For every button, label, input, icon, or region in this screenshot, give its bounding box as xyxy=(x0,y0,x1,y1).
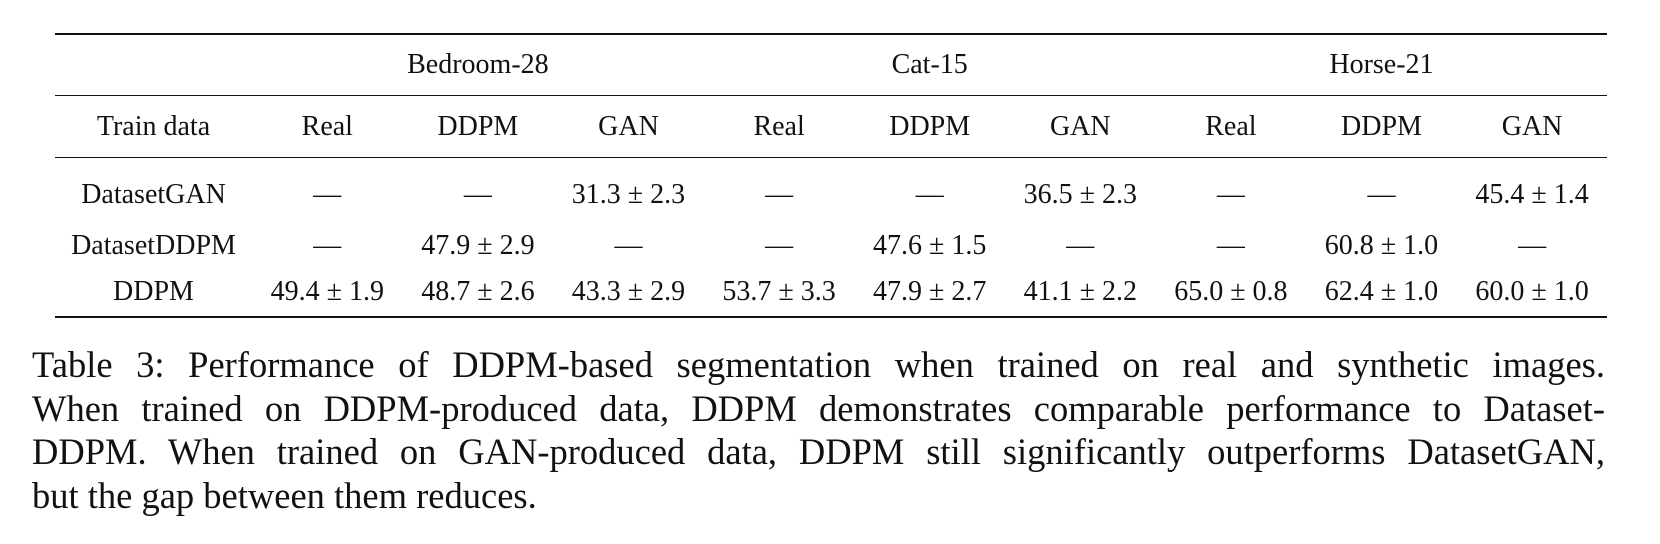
header-cell: Train data xyxy=(96,110,211,142)
header-cell: GAN xyxy=(598,110,659,142)
data-cell: 43.3 ± 2.9 xyxy=(571,275,686,307)
row-label: DatasetDDPM xyxy=(71,229,236,261)
data-cell: — xyxy=(614,229,643,261)
data-row: DatasetDDPM — 47.9 ± 2.9 — — 47.6 ± 1.5 — — 60.8… xyxy=(55,224,1607,267)
caption: Table 3: Performance of DDPM-based segme… xyxy=(32,343,1605,517)
header-row: Train data Real DDPM GAN Real DDPM GAN Real DDPM… xyxy=(55,95,1608,158)
row-label: DDPM xyxy=(113,275,194,307)
table-body: Bedroom-28 Cat-15 Horse-21 Train data Real DD… xyxy=(55,34,1608,317)
group-header-cell: Cat-15 xyxy=(891,49,968,80)
data-cell: — xyxy=(765,179,794,210)
caption-line: Table 3: Performance of DDPM-based segme… xyxy=(32,344,1605,385)
caption-line: but the gap between them reduces. xyxy=(32,474,537,516)
header-cell: DDPM xyxy=(437,110,519,142)
data-cell: 65.0 ± 0.8 xyxy=(1174,275,1288,307)
header-cell: Real xyxy=(1205,110,1257,142)
header-cell: GAN xyxy=(1049,110,1111,142)
data-row: DDPM 49.4 ± 1.9 48.7 ± 2.6 43.3 ± 2.9 53.7 ±… xyxy=(55,267,1608,317)
data-cell: 53.7 ± 3.3 xyxy=(722,275,836,307)
data-cell: 36.5 ± 2.3 xyxy=(1023,179,1137,210)
data-cell: 47.6 ± 1.5 xyxy=(873,229,987,261)
data-cell: — xyxy=(1066,229,1095,261)
data-cell: 48.7 ± 2.6 xyxy=(421,275,535,307)
data-cell: 47.9 ± 2.9 xyxy=(421,229,535,261)
data-cell: — xyxy=(1518,229,1547,261)
caption-line: When trained on DDPM-produced data, DDPM… xyxy=(32,387,1605,429)
data-cell: 47.9 ± 2.7 xyxy=(873,275,987,307)
empty-cell xyxy=(55,34,252,96)
data-cell: — xyxy=(915,179,944,210)
data-cell: — xyxy=(313,179,342,210)
data-cell: — xyxy=(1367,179,1396,210)
results-table: Bedroom-28 Cat-15 Horse-21 Train data Real DD… xyxy=(55,33,1608,318)
header-cell: DDPM xyxy=(1341,110,1422,142)
data-cell: 41.1 ± 2.2 xyxy=(1023,275,1137,307)
caption-line: DDPM. When trained on GAN-produced data,… xyxy=(32,431,1605,472)
data-cell: 45.4 ± 1.4 xyxy=(1475,179,1589,210)
header-cell: GAN xyxy=(1501,110,1563,142)
data-cell: — xyxy=(463,179,492,210)
data-cell: 60.0 ± 1.0 xyxy=(1475,275,1589,307)
data-cell: — xyxy=(1216,229,1245,261)
row-label: DatasetGAN xyxy=(81,179,226,210)
group-header-cell: Bedroom-28 xyxy=(407,49,549,80)
data-cell: 60.8 ± 1.0 xyxy=(1324,229,1439,261)
data-cell: 62.4 ± 1.0 xyxy=(1324,275,1439,307)
data-row: DatasetGAN — — 31.3 ± 2.3 — — 36.5 ± 2.3 — — 45.4… xyxy=(55,157,1608,225)
header-cell: Real xyxy=(301,110,353,142)
group-header-cell: Horse-21 xyxy=(1329,49,1434,80)
data-cell: 49.4 ± 1.9 xyxy=(270,275,384,307)
header-cell: Real xyxy=(753,110,805,142)
data-cell: — xyxy=(765,229,794,261)
data-cell: 31.3 ± 2.3 xyxy=(571,179,686,210)
header-cell: DDPM xyxy=(889,110,971,142)
data-cell: — xyxy=(313,229,342,261)
data-cell: — xyxy=(1216,179,1245,210)
group-header-row: Bedroom-28 Cat-15 Horse-21 xyxy=(55,34,1608,96)
